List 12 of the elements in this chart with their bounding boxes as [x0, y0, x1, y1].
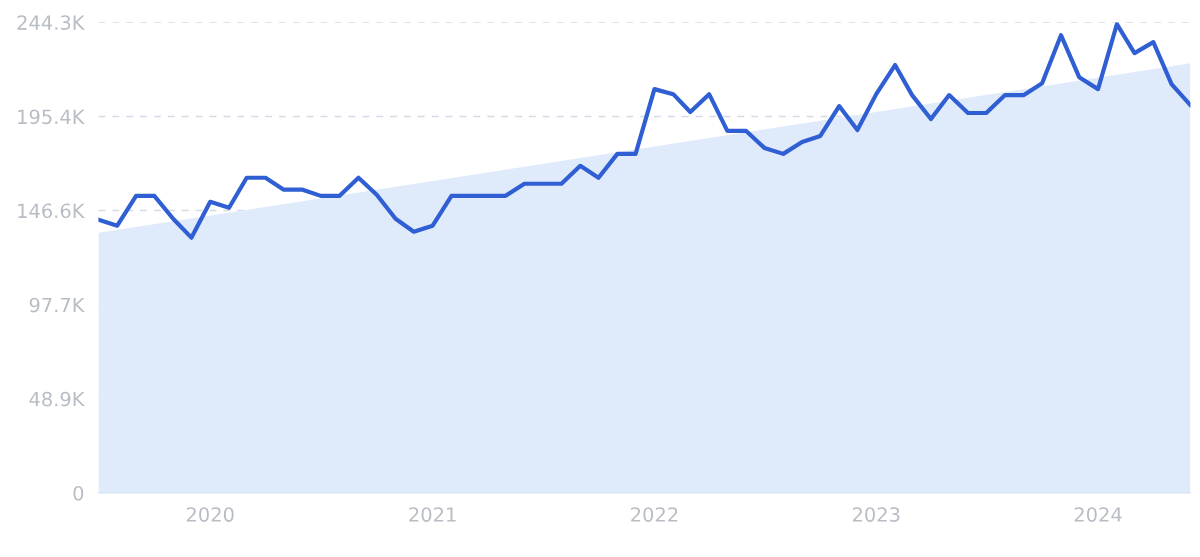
- x-tick-label: 2020: [186, 507, 234, 522]
- x-tick-label: 2023: [852, 507, 900, 522]
- x-tick-label: 2021: [409, 507, 456, 522]
- y-tick-label: 195.4K: [18, 109, 85, 125]
- y-tick-label: 146.6K: [18, 203, 85, 219]
- y-tick-label: 48.9K: [29, 391, 85, 407]
- y-tick-label: 244.3K: [17, 15, 85, 30]
- x-tick-label: 2024: [1074, 507, 1122, 522]
- x-tick-label: 2022: [631, 507, 678, 522]
- y-tick-label: 0: [73, 485, 84, 501]
- line-series: [98, 22, 1191, 240]
- y-tick-label: 97.7K: [29, 297, 85, 313]
